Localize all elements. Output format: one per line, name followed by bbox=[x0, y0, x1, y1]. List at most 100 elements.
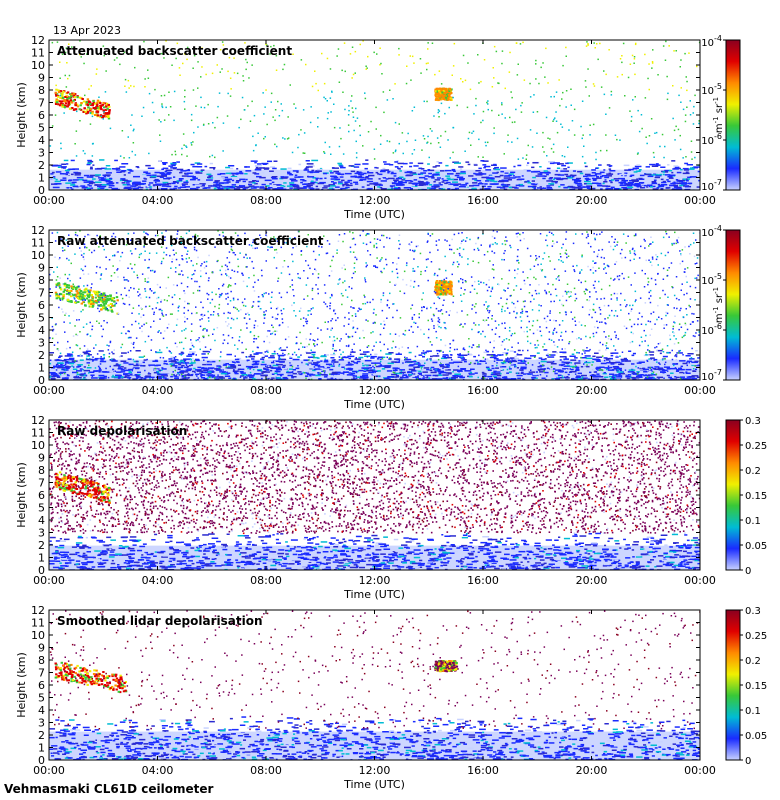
y-tick-label: 6 bbox=[38, 299, 45, 312]
x-tick-label: 00:00 bbox=[684, 194, 716, 207]
y-tick-label: 7 bbox=[38, 667, 45, 680]
colorbar-unit-label: m-1 sr-1 bbox=[712, 287, 725, 323]
y-axis-label: Height (km) bbox=[15, 272, 28, 338]
x-tick-label: 08:00 bbox=[250, 194, 282, 207]
x-tick-label: 04:00 bbox=[142, 384, 174, 397]
feature-cloud bbox=[434, 87, 453, 102]
y-tick-label: 11 bbox=[31, 237, 45, 250]
feature-cloud bbox=[54, 471, 111, 504]
y-tick-label: 0 bbox=[38, 184, 45, 197]
colorbar-tick-label: 0 bbox=[745, 756, 751, 767]
y-tick-label: 12 bbox=[31, 414, 45, 427]
y-tick-label: 5 bbox=[38, 692, 45, 705]
sparse-signal bbox=[49, 40, 700, 161]
y-tick-label: 12 bbox=[31, 224, 45, 237]
y-tick-label: 3 bbox=[38, 147, 45, 160]
colorbar: 0.3 0.25 0.2 0.15 0.1 0.05 0 bbox=[725, 606, 767, 767]
colorbar: 0.3 0.25 0.2 0.15 0.1 0.05 0 bbox=[725, 416, 767, 577]
heatmap-content bbox=[49, 420, 700, 570]
y-tick-label: 3 bbox=[38, 337, 45, 350]
y-tick-label: 12 bbox=[31, 34, 45, 47]
y-tick-label: 10 bbox=[31, 249, 45, 262]
x-tick-label: 16:00 bbox=[467, 384, 499, 397]
x-tick-label: 00:00 bbox=[33, 384, 65, 397]
y-tick-label: 4 bbox=[38, 134, 45, 147]
plot-area bbox=[49, 40, 700, 190]
y-tick-label: 6 bbox=[38, 109, 45, 122]
y-tick-label: 6 bbox=[38, 679, 45, 692]
x-tick-label: 00:00 bbox=[33, 764, 65, 777]
x-tick-label: 00:00 bbox=[684, 384, 716, 397]
x-tick-label: 08:00 bbox=[250, 764, 282, 777]
panel-title: Attenuated backscatter coefficient bbox=[57, 44, 292, 58]
colorbar: 10-4 10-5 10-6 10-7 m-1 sr-1 bbox=[701, 224, 741, 383]
colorbar-tick-label: 0.25 bbox=[745, 631, 767, 642]
x-axis-label: Time (UTC) bbox=[343, 398, 405, 411]
y-tick-label: 10 bbox=[31, 439, 45, 452]
colorbar-tick-label: 10-7 bbox=[701, 368, 722, 383]
x-tick-label: 20:00 bbox=[576, 384, 608, 397]
colorbar-gradient bbox=[725, 609, 741, 761]
x-axis-label: Time (UTC) bbox=[343, 588, 405, 601]
colorbar-tick-label: 0.3 bbox=[745, 416, 761, 427]
x-tick-label: 00:00 bbox=[684, 764, 716, 777]
feature-cloud bbox=[54, 661, 128, 694]
colorbar-tick-label: 10-6 bbox=[701, 132, 722, 147]
y-tick-label: 10 bbox=[31, 629, 45, 642]
x-tick-label: 00:00 bbox=[33, 574, 65, 587]
colorbar-tick-label: 0.1 bbox=[745, 706, 761, 717]
y-tick-label: 1 bbox=[38, 362, 45, 375]
y-tick-label: 9 bbox=[38, 72, 45, 85]
colorbar-unit-label: m-1 sr-1 bbox=[712, 97, 725, 133]
y-tick-label: 1 bbox=[38, 172, 45, 185]
y-tick-label: 8 bbox=[38, 274, 45, 287]
x-tick-label: 20:00 bbox=[576, 764, 608, 777]
panel-title: Raw attenuated backscatter coefficient bbox=[57, 234, 324, 248]
y-tick-label: 0 bbox=[38, 564, 45, 577]
x-tick-label: 12:00 bbox=[359, 574, 391, 587]
x-tick-label: 16:00 bbox=[467, 574, 499, 587]
colorbar-tick-label: 0.3 bbox=[745, 606, 761, 617]
colorbar-tick-label: 0.05 bbox=[745, 731, 767, 742]
y-tick-label: 7 bbox=[38, 477, 45, 490]
y-tick-label: 0 bbox=[38, 754, 45, 767]
y-tick-label: 8 bbox=[38, 464, 45, 477]
y-tick-label: 5 bbox=[38, 502, 45, 515]
plot-area bbox=[49, 420, 700, 570]
y-tick-label: 4 bbox=[38, 324, 45, 337]
feature-aerosol_layer bbox=[49, 532, 700, 570]
date-label: 13 Apr 2023 bbox=[53, 24, 121, 37]
y-tick-label: 5 bbox=[38, 122, 45, 135]
y-tick-label: 11 bbox=[31, 427, 45, 440]
y-tick-label: 5 bbox=[38, 312, 45, 325]
x-tick-label: 00:00 bbox=[684, 574, 716, 587]
x-axis-label: Time (UTC) bbox=[343, 778, 405, 791]
x-tick-label: 08:00 bbox=[250, 384, 282, 397]
y-tick-label: 2 bbox=[38, 159, 45, 172]
x-tick-label: 12:00 bbox=[359, 764, 391, 777]
feature-cloud bbox=[434, 280, 453, 296]
y-tick-label: 4 bbox=[38, 514, 45, 527]
colorbar-gradient bbox=[725, 419, 741, 571]
sparse-signal bbox=[49, 610, 700, 731]
sparse-signal bbox=[49, 230, 700, 380]
colorbar-gradient bbox=[725, 39, 741, 191]
y-tick-label: 8 bbox=[38, 654, 45, 667]
y-tick-label: 2 bbox=[38, 349, 45, 362]
panel-title: Smoothed lidar depolarisation bbox=[57, 614, 263, 628]
y-tick-label: 2 bbox=[38, 729, 45, 742]
colorbar-tick-label: 0.2 bbox=[745, 656, 761, 667]
panel-title: Raw depolarisation bbox=[57, 424, 187, 438]
y-tick-label: 0 bbox=[38, 374, 45, 387]
colorbar-tick-label: 0.15 bbox=[745, 681, 767, 692]
y-tick-label: 1 bbox=[38, 552, 45, 565]
x-tick-label: 20:00 bbox=[576, 574, 608, 587]
colorbar-tick-label: 10-4 bbox=[701, 224, 722, 239]
y-tick-label: 11 bbox=[31, 47, 45, 60]
heatmap-content bbox=[49, 40, 700, 190]
